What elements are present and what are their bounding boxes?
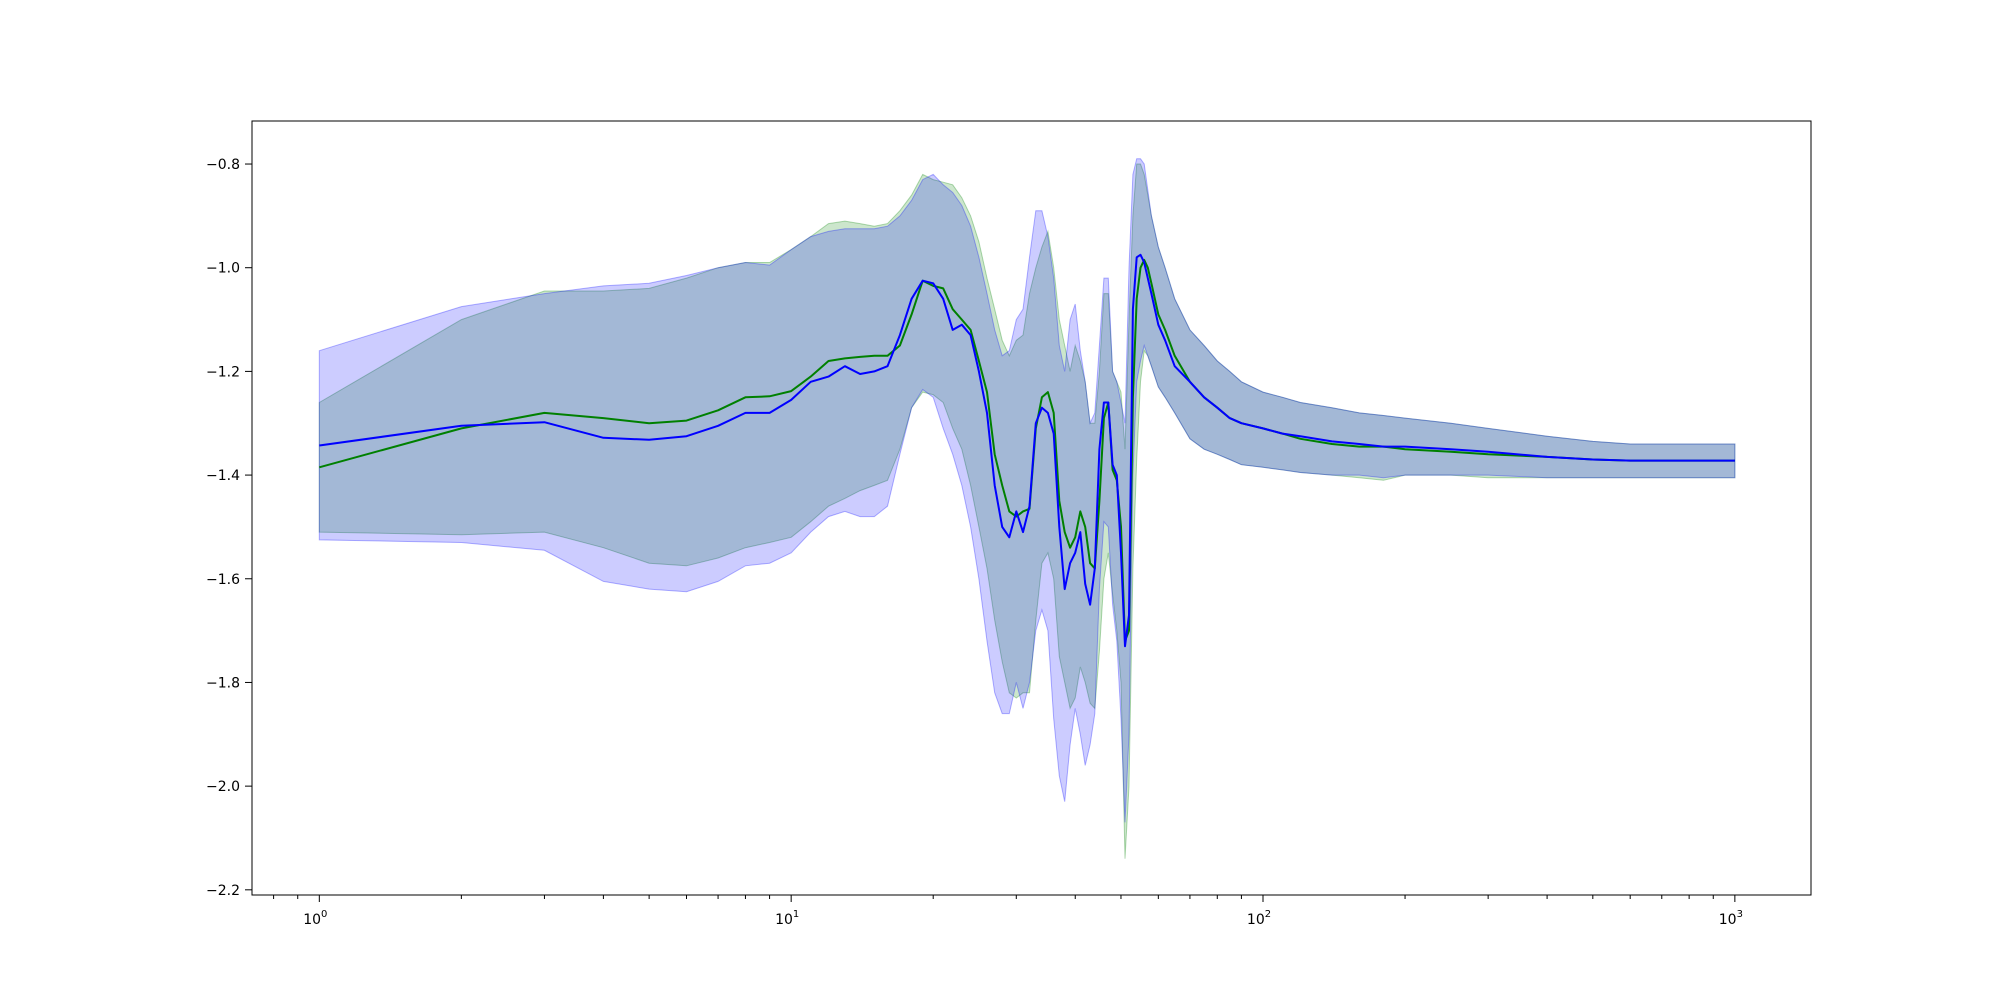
x-axis: 100 101 102 103	[273, 895, 1743, 928]
y-axis: −0.8 −1.0 −1.2 −1.4 −1.6 −1.8 −2.0 −2.2	[206, 157, 252, 899]
y-tick-label: −0.8	[206, 157, 240, 173]
x-tick-label: 102	[1247, 909, 1271, 928]
y-tick-label: −2.0	[206, 779, 240, 795]
x-tick-label: 100	[303, 909, 327, 928]
x-tick-label: 103	[1719, 909, 1743, 928]
y-tick-label: −1.6	[206, 572, 240, 588]
y-tick-label: −1.8	[206, 675, 240, 691]
plot-frame	[251, 120, 1812, 896]
y-tick-label: −1.0	[206, 261, 240, 277]
series-lines	[319, 253, 1735, 648]
confidence-band-1	[318, 163, 1736, 859]
series-line-2	[319, 253, 1735, 648]
y-tick-label: −1.4	[206, 468, 240, 484]
x-tick-label: 101	[775, 909, 799, 928]
confidence-bands	[318, 158, 1736, 859]
y-tick-label: −1.2	[206, 364, 240, 380]
y-tick-label: −2.2	[206, 883, 240, 899]
confidence-band-2	[318, 158, 1736, 823]
